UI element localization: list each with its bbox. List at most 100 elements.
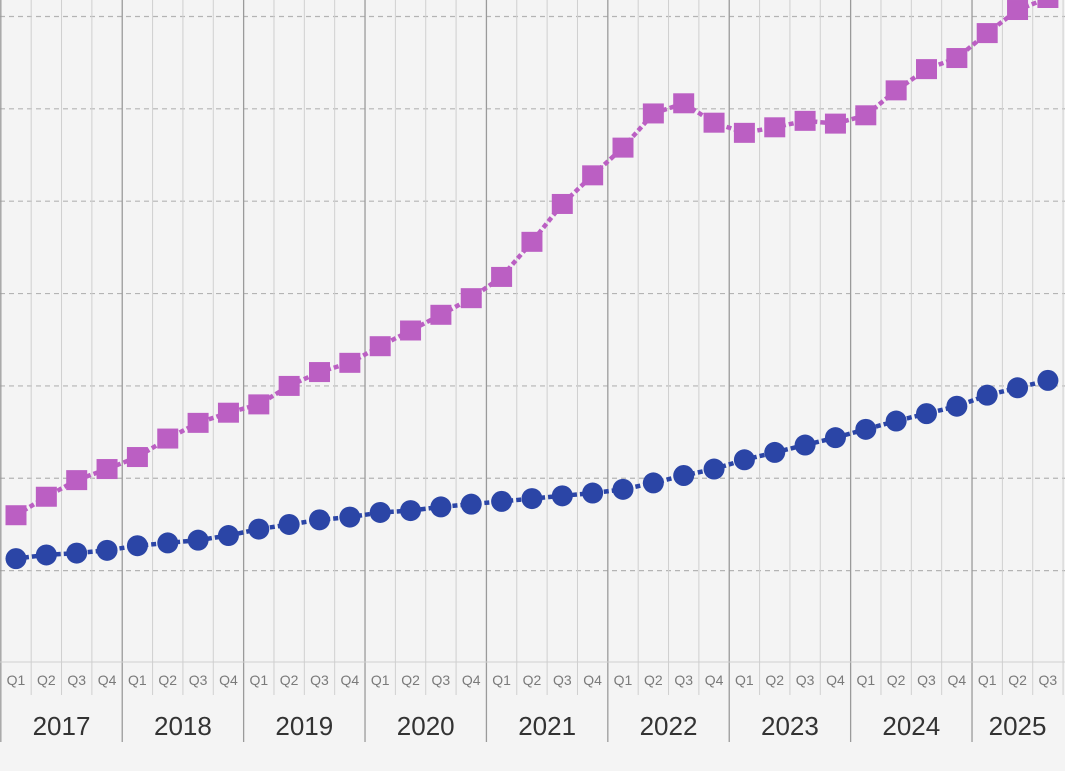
horizontal-gridlines bbox=[0, 15, 1065, 572]
data-point-square bbox=[278, 375, 300, 396]
data-point-square bbox=[400, 320, 422, 341]
data-point-square bbox=[582, 165, 604, 186]
quarter-tick-label: Q3 bbox=[1039, 672, 1058, 688]
year-tick-label: 2021 bbox=[518, 711, 576, 741]
quarter-tick-label: Q1 bbox=[249, 672, 268, 688]
data-point-circle bbox=[1037, 369, 1059, 391]
data-point-circle bbox=[35, 544, 57, 566]
data-point-square bbox=[157, 428, 179, 449]
data-point-square bbox=[946, 48, 968, 69]
quarter-tick-label: Q4 bbox=[219, 672, 238, 688]
quarter-tick-label: Q1 bbox=[128, 672, 147, 688]
data-point-square bbox=[339, 352, 361, 373]
data-point-circle bbox=[855, 418, 877, 440]
data-point-square bbox=[460, 288, 482, 309]
data-point-circle bbox=[1007, 377, 1029, 399]
quarter-tick-label: Q3 bbox=[432, 672, 451, 688]
quarter-tick-label: Q4 bbox=[948, 672, 967, 688]
vertical-gridlines bbox=[0, 0, 1065, 742]
data-point-circle bbox=[126, 535, 148, 557]
data-point-circle bbox=[703, 458, 725, 480]
quarter-tick-label: Q4 bbox=[98, 672, 117, 688]
quarter-tick-label: Q2 bbox=[280, 672, 299, 688]
data-point-square bbox=[703, 112, 725, 133]
quarter-tick-label: Q2 bbox=[523, 672, 542, 688]
data-point-circle bbox=[794, 434, 816, 456]
data-point-circle bbox=[430, 496, 452, 518]
data-point-circle bbox=[460, 493, 482, 515]
year-tick-label: 2024 bbox=[882, 711, 940, 741]
quarter-tick-label: Q3 bbox=[674, 672, 693, 688]
quarter-tick-label: Q3 bbox=[796, 672, 815, 688]
data-point-square bbox=[551, 193, 573, 214]
quarter-tick-label: Q3 bbox=[553, 672, 572, 688]
data-point-square bbox=[369, 336, 391, 357]
data-point-square bbox=[5, 505, 27, 526]
data-point-circle bbox=[248, 518, 270, 540]
data-point-square bbox=[764, 117, 786, 138]
data-point-square bbox=[309, 362, 330, 383]
data-point-square bbox=[430, 304, 452, 325]
data-point-circle bbox=[824, 427, 846, 449]
year-tick-label: 2018 bbox=[154, 711, 212, 741]
data-point-square bbox=[187, 412, 209, 433]
data-point-circle bbox=[612, 478, 634, 500]
data-point-square bbox=[126, 447, 148, 468]
series-circle bbox=[5, 369, 1059, 570]
data-point-square bbox=[521, 231, 543, 252]
data-point-circle bbox=[976, 384, 998, 406]
quarter-tick-label: Q2 bbox=[887, 672, 906, 688]
data-point-square bbox=[491, 266, 513, 287]
quarter-tick-label: Q2 bbox=[401, 672, 420, 688]
data-point-square bbox=[217, 402, 239, 423]
data-point-circle bbox=[400, 500, 422, 522]
series-square bbox=[5, 0, 1059, 526]
data-point-circle bbox=[66, 542, 88, 564]
data-point-square bbox=[612, 137, 634, 158]
data-point-circle bbox=[491, 490, 513, 512]
series-layer bbox=[5, 0, 1059, 570]
quarter-tick-label: Q1 bbox=[735, 672, 754, 688]
quarter-tick-label: Q4 bbox=[826, 672, 845, 688]
quarter-tick-label: Q2 bbox=[765, 672, 784, 688]
data-point-square bbox=[66, 470, 88, 491]
data-point-square bbox=[96, 459, 118, 480]
data-point-circle bbox=[278, 513, 300, 535]
data-point-circle bbox=[551, 485, 573, 507]
data-point-circle bbox=[733, 449, 755, 471]
quarter-tick-label: Q3 bbox=[189, 672, 208, 688]
quarter-tick-label: Q3 bbox=[310, 672, 329, 688]
data-point-square bbox=[916, 59, 937, 80]
quarter-tick-label: Q3 bbox=[67, 672, 86, 688]
data-point-circle bbox=[339, 506, 361, 528]
data-point-square bbox=[1007, 0, 1029, 21]
data-point-circle bbox=[642, 472, 664, 494]
quarter-tick-label: Q1 bbox=[7, 672, 26, 688]
data-point-circle bbox=[764, 441, 786, 463]
year-tick-label: 2025 bbox=[989, 711, 1047, 741]
data-point-circle bbox=[916, 403, 937, 425]
data-point-square bbox=[794, 110, 816, 131]
data-point-square bbox=[885, 80, 907, 101]
quarter-tick-label: Q1 bbox=[856, 672, 875, 688]
data-point-circle bbox=[369, 501, 391, 523]
data-point-square bbox=[824, 113, 846, 134]
data-point-circle bbox=[187, 529, 209, 551]
data-point-circle bbox=[5, 548, 27, 570]
quarter-tick-label: Q1 bbox=[978, 672, 997, 688]
data-point-square bbox=[976, 23, 998, 44]
x-axis: Q1 Q2 Q3 Q4 Q1 Q2 Q3 Q4 Q1 Q2 Q3 Q4 Q1 Q2 Q3 Q4 Q1 Q2 Q3 Q4… bbox=[7, 672, 1058, 741]
data-point-circle bbox=[309, 509, 330, 531]
data-point-circle bbox=[582, 482, 604, 504]
data-point-square bbox=[248, 394, 270, 415]
data-point-circle bbox=[946, 395, 968, 417]
year-tick-label: 2019 bbox=[275, 711, 333, 741]
data-point-circle bbox=[96, 539, 118, 561]
data-point-square bbox=[855, 105, 877, 126]
data-point-square bbox=[733, 122, 755, 143]
data-point-square bbox=[35, 486, 57, 507]
year-tick-label: 2022 bbox=[640, 711, 698, 741]
quarter-tick-label: Q1 bbox=[492, 672, 511, 688]
